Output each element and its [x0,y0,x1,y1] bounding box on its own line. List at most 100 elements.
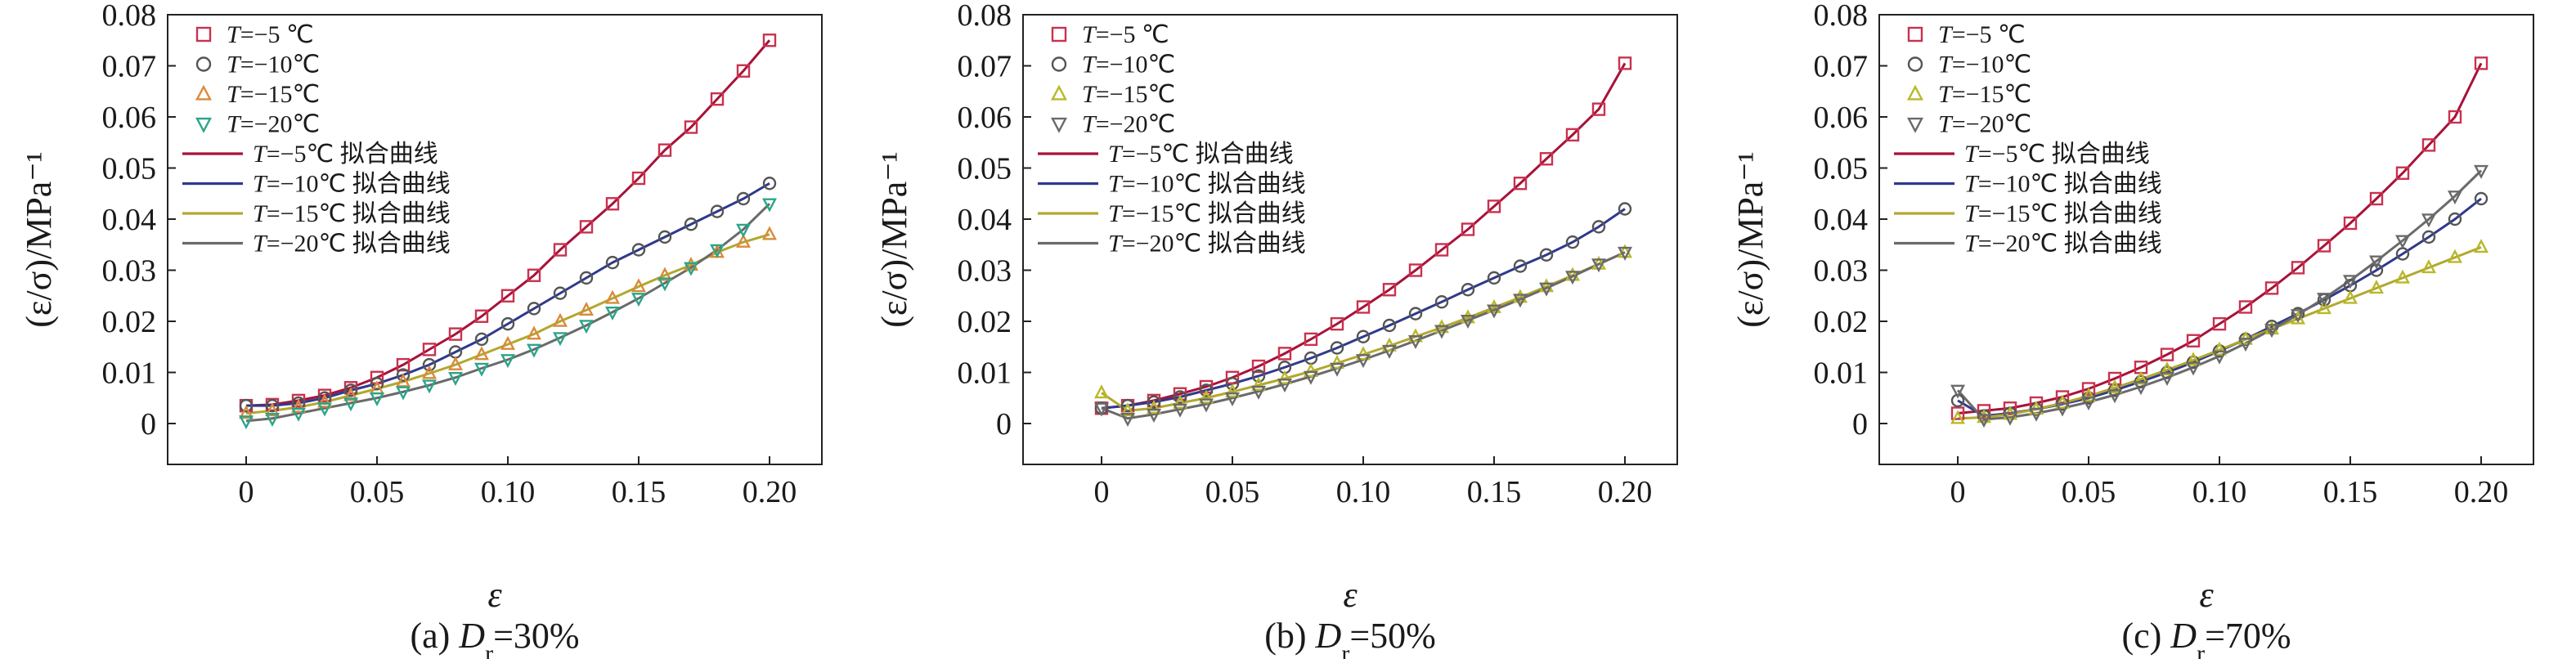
legend-label: T=−15℃ [227,81,320,108]
data-point [1277,370,1292,384]
data-point [1487,298,1501,313]
data-point [736,191,751,206]
data-point [500,335,515,350]
data-point [1461,283,1475,297]
panel-caption: (c) Dr=70% [2121,616,2291,659]
data-point [291,398,306,413]
data-point [422,357,437,372]
legend-label-text: =−5℃ 拟合曲线 [1978,141,2150,168]
legend-label: T=−5℃ 拟合曲线 [253,141,438,168]
legend-label: T=−5 ℃ [1938,21,2026,48]
data-point [1199,383,1214,397]
legend-label-symbol: T [1964,171,1980,198]
plot-area [239,34,777,430]
data-point [1591,220,1606,234]
y-tick-label: 0.05 [1814,152,1869,186]
data-point [710,244,725,258]
caption-subscript: r [1341,640,1349,659]
data-point [1565,271,1580,285]
data-point [1304,332,1318,347]
data-point [396,386,411,401]
legend-label: T=−10℃ [1082,52,1175,78]
data-point [1225,383,1240,398]
data-point [1591,102,1606,116]
legend-label-symbol: T [227,52,242,78]
panel-caption: (a) Dr=30% [410,616,579,659]
caption-symbol: D [2170,616,2197,656]
data-point [631,243,646,257]
legend-entry-3: T=−15℃ [1907,81,2031,108]
data-point [1591,258,1606,273]
legend-label-symbol: T [253,171,268,198]
legend-entry-4: T=−20℃ [1907,111,2031,138]
data-point [657,230,672,244]
data-point [2212,341,2227,356]
data-point [1094,402,1109,417]
data-series-4 [1094,246,1632,428]
data-point [553,243,568,257]
data-point [736,223,751,238]
y-tick-label: 0.01 [1814,356,1869,391]
y-tick-label: 0.05 [958,152,1012,186]
data-series-2 [239,177,777,413]
data-point [2317,239,2331,253]
data-point [448,356,463,370]
chart-panel-3: 0 0.05 0.10 0.15 0.20 0 0.01 0.02 0.03 0.04 0.05 0.… [1730,0,2534,659]
legend-label: T=−20℃ 拟合曲线 [1964,231,2162,258]
legend-entry-1: T=−5 ℃ [1907,21,2026,48]
data-point [2238,338,2253,352]
data-point [265,402,280,417]
legend-entry-6: T=−10℃ 拟合曲线 [1038,171,1306,198]
legend-label: T=−15℃ 拟合曲线 [1964,200,2162,227]
legend-label-symbol: T [1082,81,1097,108]
data-point [474,362,489,377]
legend-label-text: =−10℃ [240,52,321,78]
data-point [657,277,672,292]
legend-marker [1051,117,1067,133]
legend-label: T=−5 ℃ [227,21,314,48]
data-point [1408,307,1423,321]
x-axis-title: ε [487,575,502,615]
data-point [1382,318,1397,333]
data-point [710,204,725,218]
data-point [1330,354,1344,370]
data-point [500,316,515,331]
x-tick-label: 0 [1094,475,1110,509]
data-point [2055,394,2070,409]
y-tick-label: 0.06 [1814,101,1869,135]
legend-label-text: =−10℃ [1096,52,1176,78]
data-point [1120,402,1135,417]
data-point [2448,249,2462,263]
legend-marker [1051,26,1067,43]
data-point [1147,395,1161,409]
data-point [1382,283,1397,297]
data-point [579,320,594,334]
data-point [710,92,725,106]
data-point [1408,263,1423,277]
data-point [762,34,777,47]
y-tick-label: 0.03 [1814,254,1869,289]
legend: T=−5 ℃T=−10℃T=−15℃T=−20℃T=−5℃ 拟合曲线T=−10℃… [1894,21,2162,258]
data-point [2421,259,2436,274]
caption-symbol: D [1315,616,1342,656]
x-tick-label: 0.10 [2192,475,2247,509]
x-axis-title: ε [1343,575,1358,615]
y-tick-label: 0.02 [102,305,157,339]
legend-label-symbol: T [1082,52,1097,78]
data-series-2 [1094,202,1632,415]
legend-label-symbol: T [1964,231,1980,258]
data-point [396,357,411,372]
data-point [2238,300,2253,314]
data-point [1225,392,1240,407]
y-tick-label: 0.04 [958,203,1012,237]
legend-label: T=−10℃ 拟合曲线 [253,171,451,198]
data-point [527,343,541,358]
data-point [2421,213,2436,228]
data-point [2343,216,2358,231]
data-point [1199,398,1214,413]
data-point [396,368,411,382]
data-point [605,306,620,321]
legend-label-text: =−5 ℃ [1096,21,1169,48]
legend-entry-8: T=−20℃ 拟合曲线 [182,231,451,258]
y-tick-label: 0.07 [102,50,157,84]
